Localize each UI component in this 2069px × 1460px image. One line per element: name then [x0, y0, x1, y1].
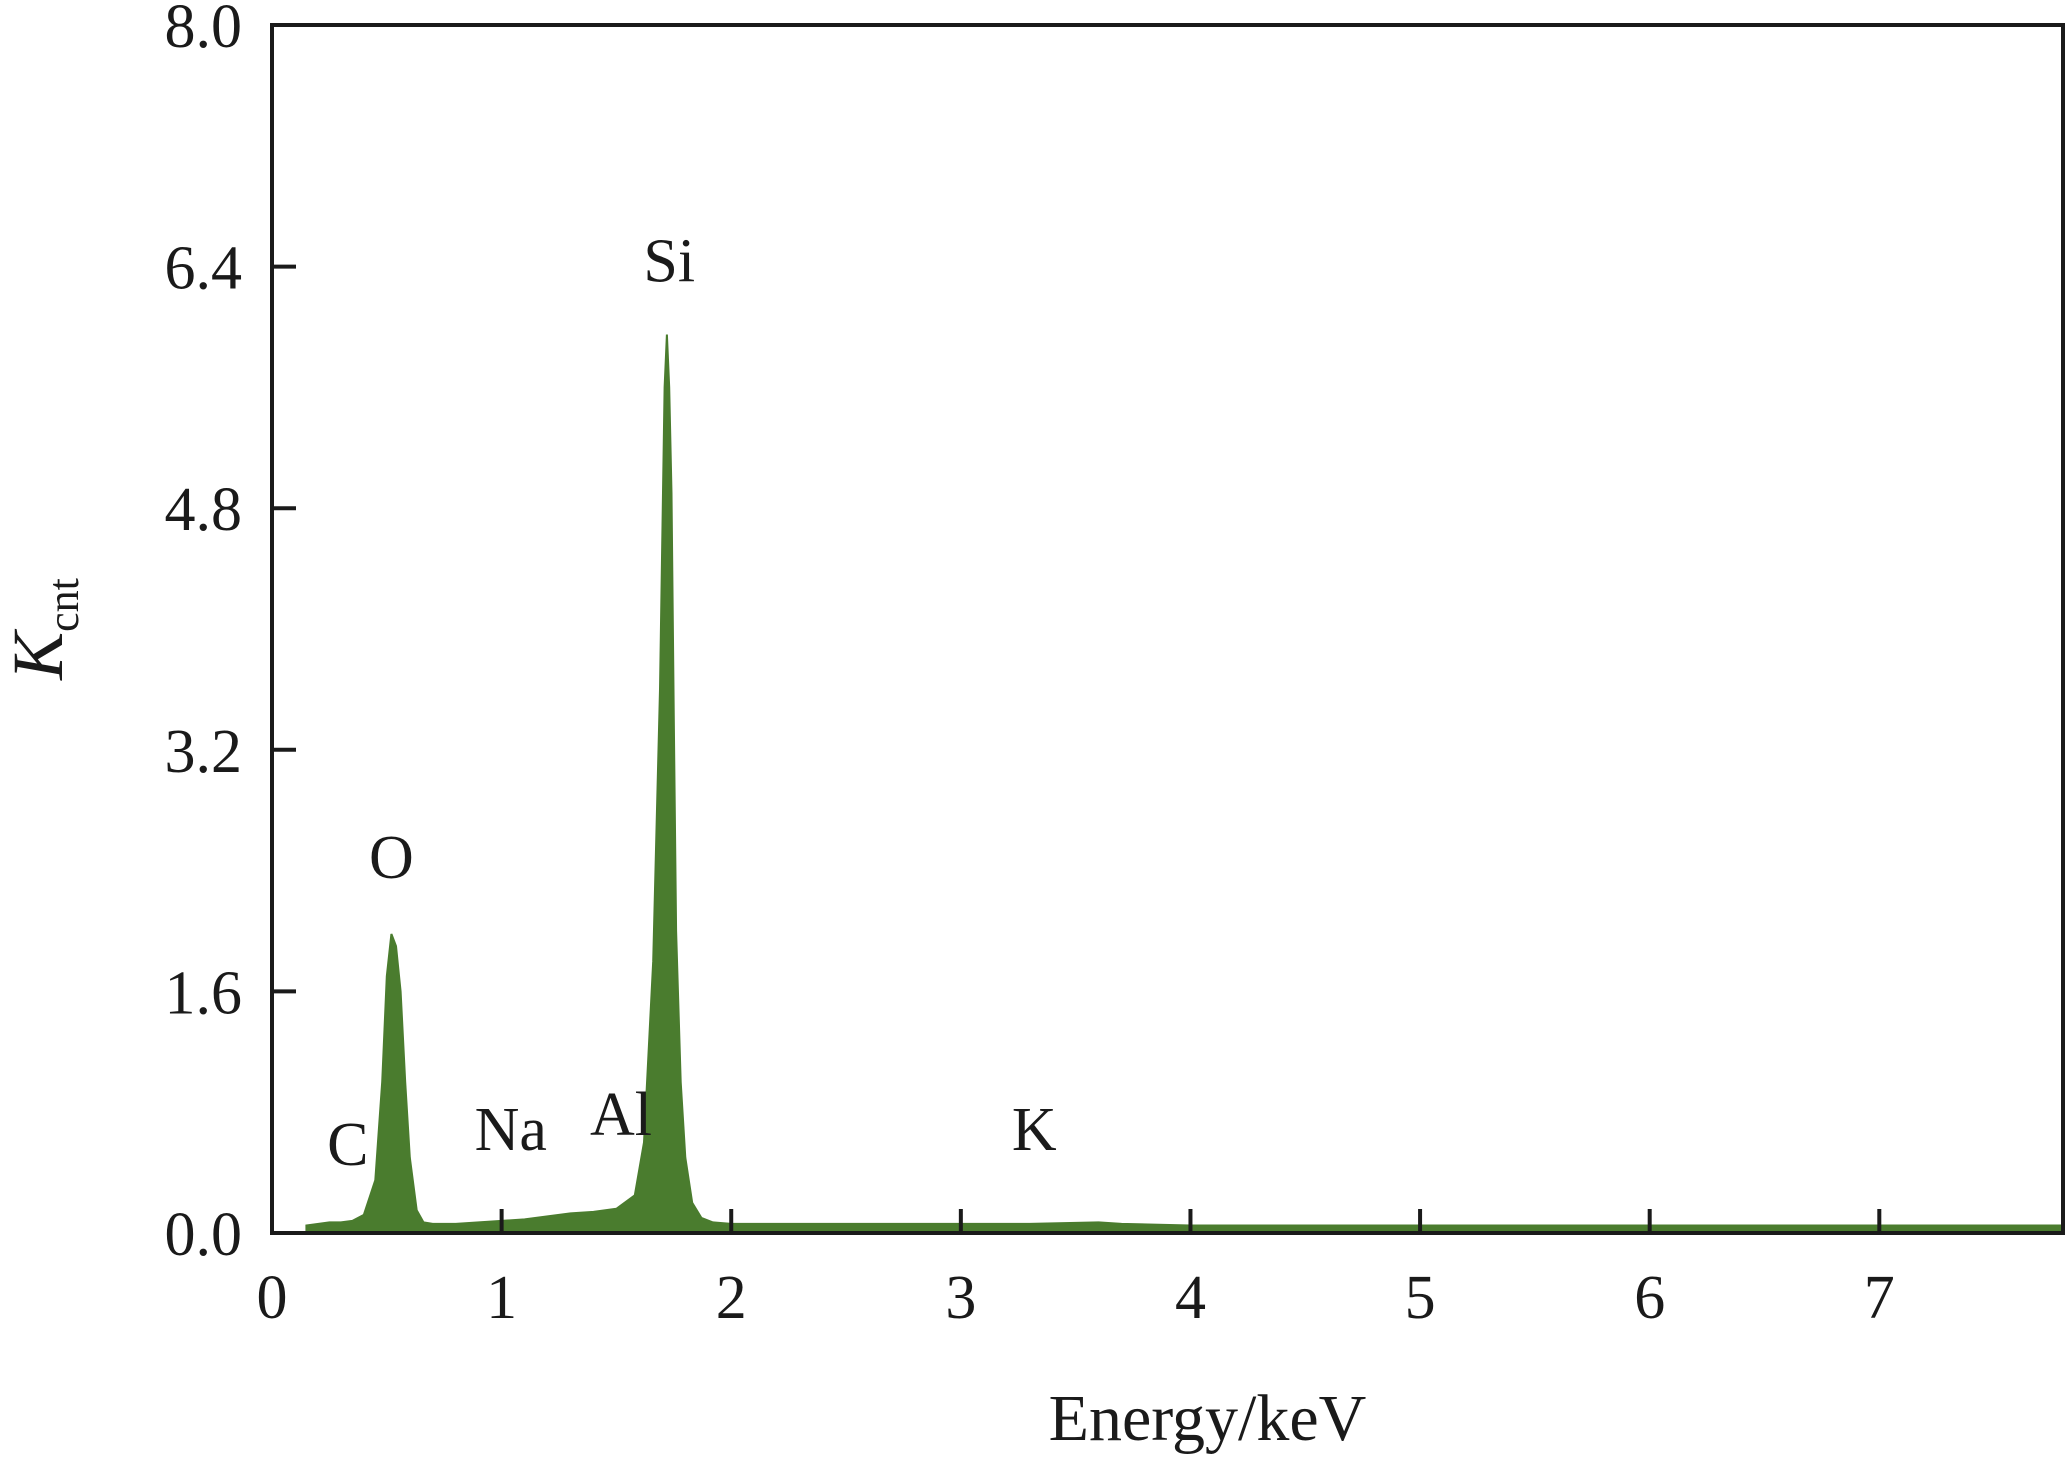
- x-tick-label: 1: [486, 1264, 517, 1332]
- y-tick-label: 4.8: [165, 476, 243, 544]
- peak-label-na: Na: [475, 1096, 547, 1164]
- peak-label-c: C: [327, 1111, 368, 1179]
- peak-label-al: Al: [590, 1081, 652, 1149]
- x-axis-title: Energy/keV: [1049, 1382, 1367, 1455]
- plot-frame: [270, 23, 2065, 1235]
- label-layer: 0 1 2 3 4 5 6 7 0.0 1.6 3.2 4.8 6.4 8.0 Energy/keV Kcnt…: [0, 0, 1895, 1455]
- y-axis-title: Kcnt: [0, 578, 88, 681]
- x-tick-label: 3: [945, 1264, 976, 1332]
- x-tick-label: 2: [716, 1264, 747, 1332]
- y-tick-label: 8.0: [165, 0, 243, 61]
- x-tick-label: 7: [1864, 1264, 1895, 1332]
- y-axis-title-main: K: [0, 628, 78, 681]
- x-tick-label: 0: [257, 1264, 288, 1332]
- x-tick-label: 4: [1175, 1264, 1206, 1332]
- plot-layer: [305, 334, 2064, 1234]
- y-tick-label: 0.0: [165, 1201, 243, 1269]
- peak-label-si: Si: [643, 228, 695, 296]
- x-tick-label: 6: [1634, 1264, 1665, 1332]
- spectrum-series-0: [305, 334, 2064, 1234]
- x-tick-label: 5: [1405, 1264, 1436, 1332]
- peak-label-k: K: [1012, 1096, 1057, 1164]
- y-axis-title-sub: cnt: [39, 578, 88, 632]
- y-tick-label: 3.2: [165, 718, 243, 786]
- y-tick-label: 1.6: [165, 959, 243, 1027]
- axis-layer: [270, 23, 2065, 1235]
- y-tick-label: 6.4: [165, 235, 243, 303]
- peak-label-o: O: [369, 824, 414, 892]
